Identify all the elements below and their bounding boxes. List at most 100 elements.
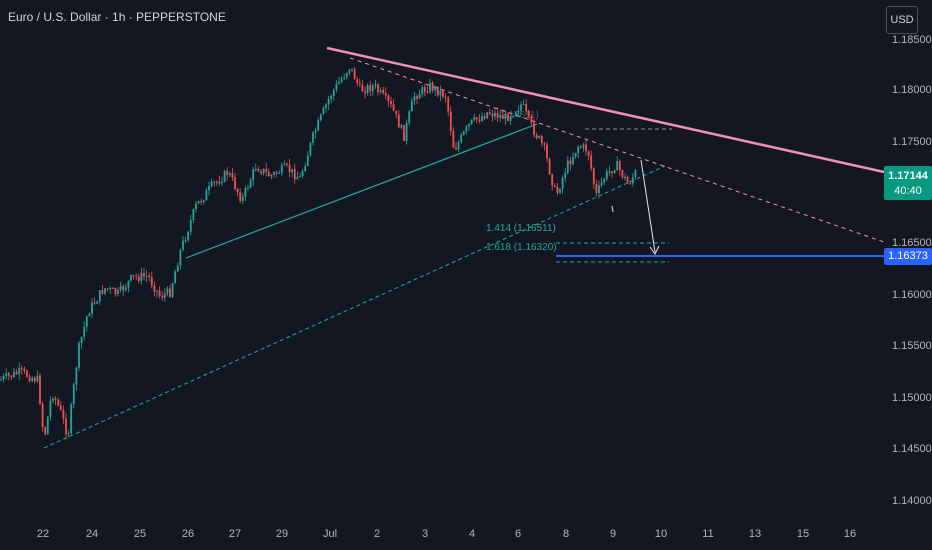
- candle-body: [358, 83, 361, 85]
- candle-body: [403, 125, 405, 141]
- candle-body: [80, 337, 83, 344]
- candle-body: [561, 177, 564, 190]
- arrow-head-icon: [649, 245, 660, 255]
- candle-body: [249, 180, 252, 188]
- candle-body: [7, 373, 10, 376]
- time-label: 27: [229, 528, 241, 540]
- candle-body: [317, 119, 320, 131]
- candle-body: [88, 313, 91, 317]
- candle-body: [533, 122, 535, 135]
- target-price-tag: 1.16373: [884, 248, 932, 265]
- candle-body: [595, 184, 598, 194]
- candle-body: [587, 151, 590, 156]
- candle-body: [507, 113, 509, 122]
- candle-body: [153, 285, 156, 292]
- fib-1414-label: 1.414 (1.16511): [486, 223, 556, 234]
- candle-body: [135, 275, 138, 277]
- candle-body: [332, 89, 335, 96]
- candle-body: [117, 290, 119, 295]
- current-price-value: 1.17144: [888, 170, 928, 182]
- candle-body: [345, 73, 348, 78]
- candle-body: [540, 136, 543, 144]
- candle-body: [501, 115, 504, 119]
- candle-body: [543, 143, 546, 145]
- faded-level-label: 1.17611): [500, 110, 539, 121]
- candle-body: [91, 302, 93, 314]
- time-label: 3: [422, 528, 428, 540]
- candle-body: [514, 112, 517, 116]
- candle-body: [366, 85, 369, 94]
- price-label: 1.18000: [892, 84, 932, 96]
- candle-body: [553, 185, 556, 187]
- candle-body: [122, 286, 125, 291]
- lower-support-dashed-line[interactable]: [43, 165, 666, 449]
- candle-body: [621, 170, 624, 178]
- price-label: 1.15500: [892, 340, 932, 352]
- resistance-dashed-line[interactable]: [349, 57, 885, 243]
- candle-body: [434, 86, 437, 91]
- candle-body: [306, 155, 309, 167]
- candle-body: [392, 104, 395, 111]
- candle-body: [444, 96, 447, 98]
- candle-body: [384, 93, 387, 96]
- candle-body: [585, 144, 587, 152]
- candle-body: [504, 113, 507, 119]
- candle-body: [426, 91, 429, 93]
- candle-body: [551, 174, 554, 186]
- candle-body: [577, 146, 580, 153]
- candle-body: [564, 172, 567, 178]
- currency-button[interactable]: USD: [886, 6, 918, 34]
- candle-body: [44, 427, 47, 435]
- candle-body: [405, 122, 408, 141]
- candle-body: [527, 110, 530, 117]
- price-label: 1.17500: [892, 136, 932, 148]
- candle-body: [325, 104, 327, 108]
- candle-body: [348, 69, 351, 74]
- projection-arrow[interactable]: [640, 159, 656, 253]
- candle-body: [150, 277, 153, 286]
- candle-body: [26, 370, 28, 377]
- candle-body: [304, 166, 307, 172]
- candle-body: [226, 170, 229, 175]
- candle-body: [166, 288, 169, 294]
- candle-body: [33, 377, 36, 382]
- candle-body: [546, 144, 548, 159]
- price-axis[interactable]: 1.18500 1.18000 1.17500 1.16500 1.16000 …: [892, 34, 932, 507]
- candle-body: [416, 96, 418, 99]
- resistance-trend-line[interactable]: [326, 46, 885, 174]
- candle-body: [85, 316, 88, 327]
- candle-body: [343, 77, 346, 79]
- candle-body: [499, 115, 502, 118]
- candle-body: [421, 87, 424, 95]
- candle-body: [452, 130, 455, 148]
- candle-body: [132, 274, 135, 276]
- candle-body: [491, 113, 494, 117]
- candle-body: [130, 274, 132, 281]
- candle-body: [611, 171, 613, 173]
- candle-body: [566, 160, 569, 173]
- candle-body: [296, 176, 299, 180]
- candle-body: [267, 171, 270, 177]
- candle-body: [629, 183, 632, 185]
- candle-body: [400, 125, 403, 128]
- candle-body: [260, 171, 262, 174]
- small-tick-mark: [611, 205, 614, 213]
- candle-body: [569, 160, 572, 165]
- time-axis[interactable]: 22 24 25 26 27 29 Jul 2 3 4 6 8 9 10 11 …: [37, 528, 856, 540]
- candle-body: [299, 176, 301, 178]
- candle-body: [340, 78, 343, 83]
- candle-body: [631, 177, 634, 184]
- candle-body: [54, 398, 57, 401]
- candle-body: [143, 273, 145, 277]
- candle-body: [397, 114, 400, 128]
- candle-body: [145, 275, 148, 277]
- candle-body: [140, 273, 143, 282]
- candle-body: [574, 152, 577, 157]
- candle-body: [286, 163, 288, 165]
- support-trend-line[interactable]: [185, 123, 538, 259]
- fib-1618-label: 1.618 (1.16320): [486, 242, 557, 253]
- candle-body: [228, 173, 231, 175]
- candle-body: [221, 181, 223, 184]
- time-label: 10: [655, 528, 667, 540]
